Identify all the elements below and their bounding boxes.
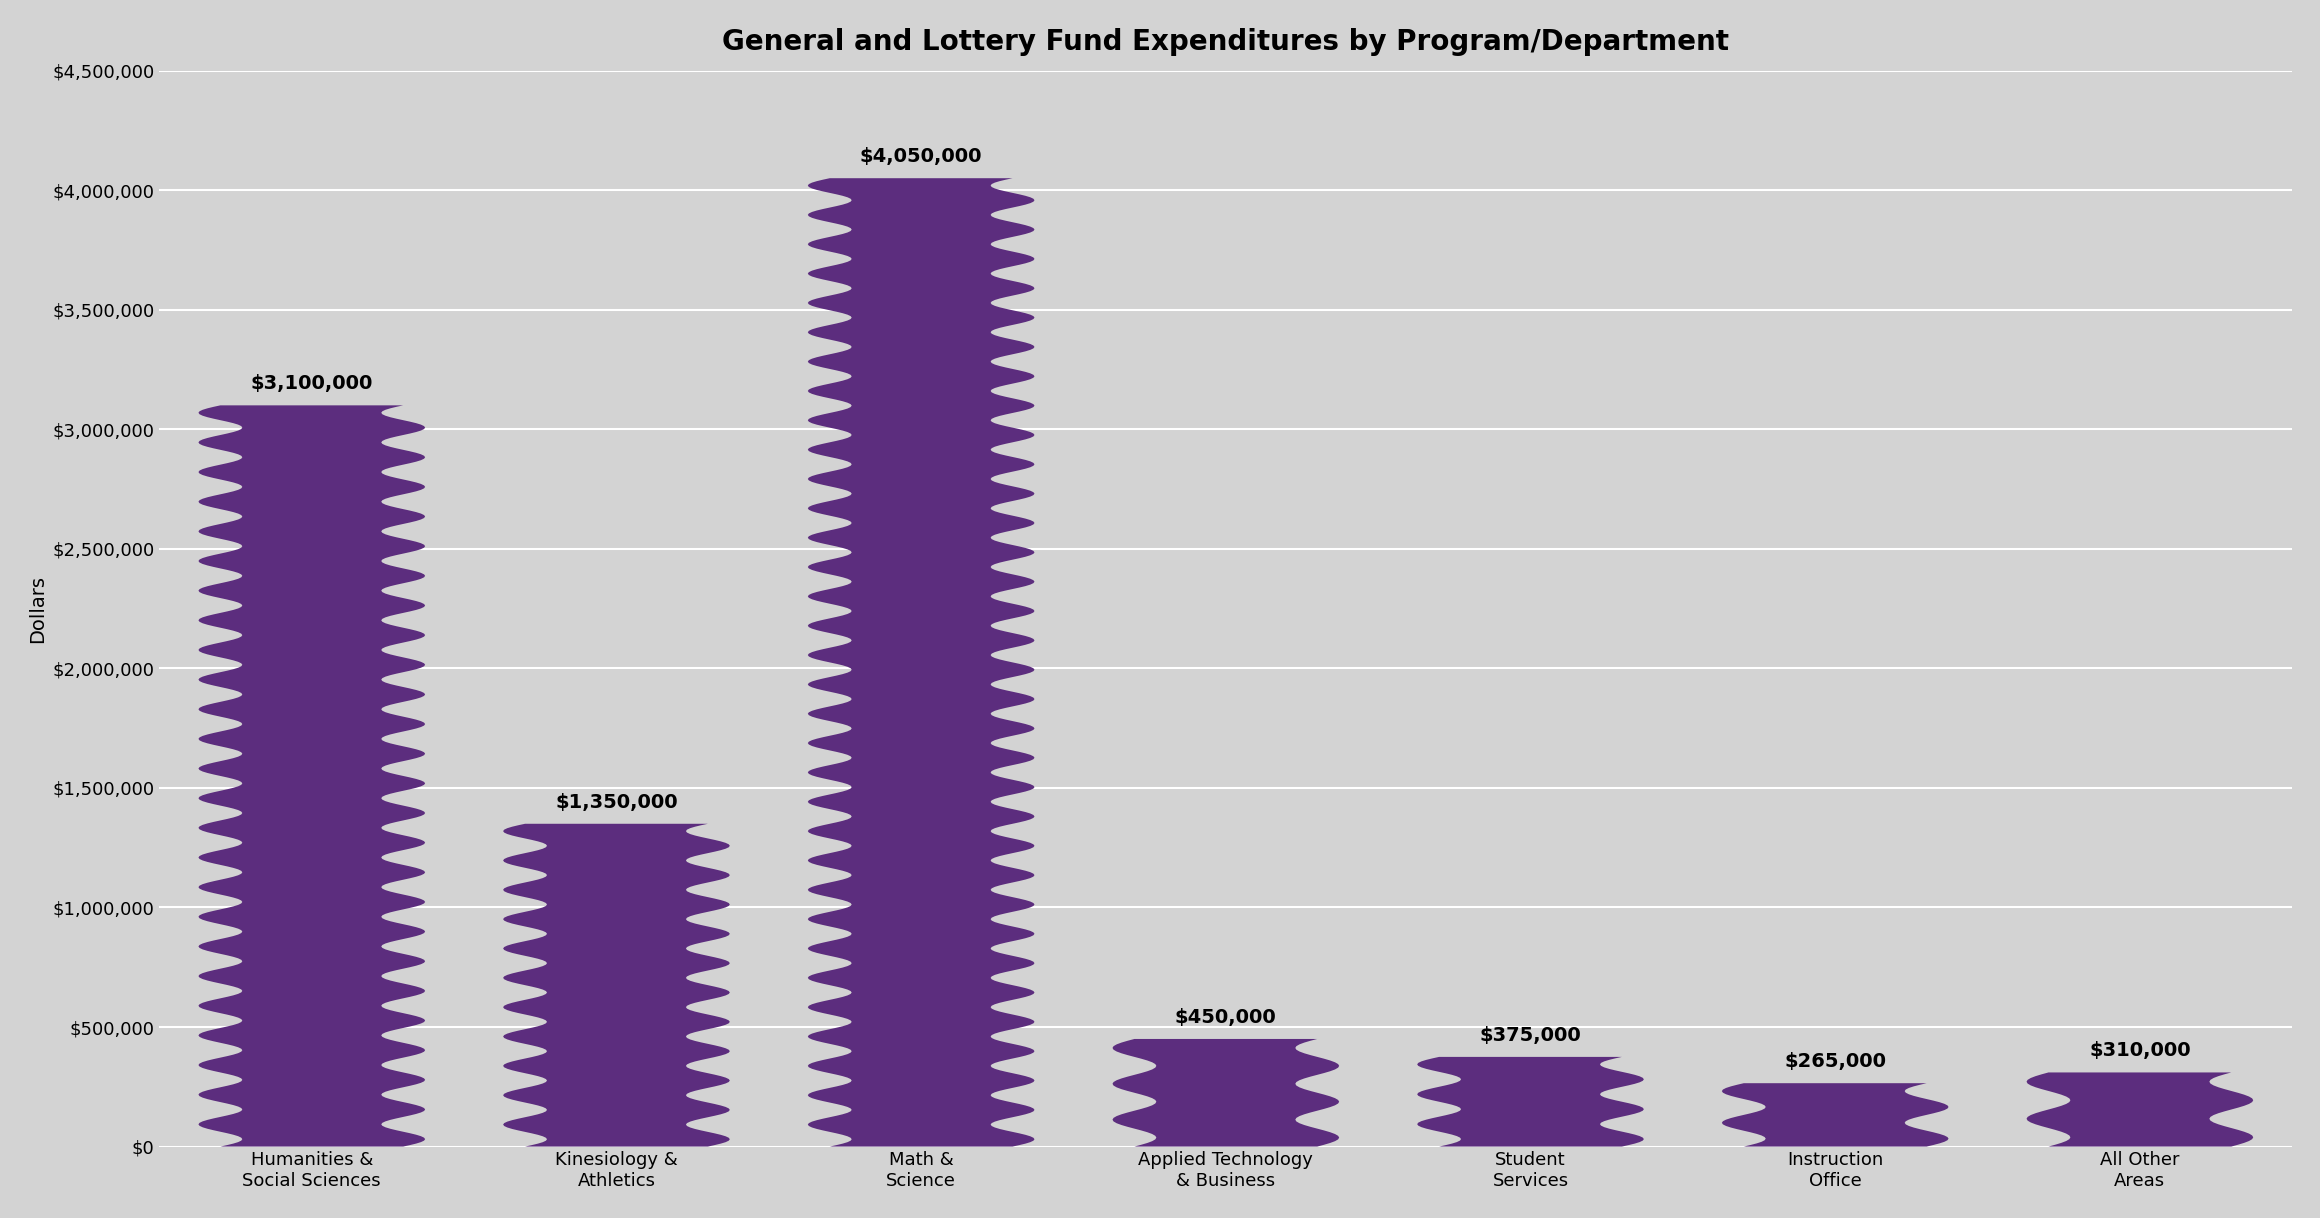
Polygon shape: [1418, 1057, 1645, 1146]
Polygon shape: [1721, 1083, 1949, 1146]
Text: $450,000: $450,000: [1174, 1009, 1276, 1027]
Text: $1,350,000: $1,350,000: [554, 793, 677, 812]
Text: $3,100,000: $3,100,000: [251, 374, 374, 393]
Text: $265,000: $265,000: [1784, 1052, 1886, 1072]
Polygon shape: [1114, 1039, 1339, 1146]
Polygon shape: [2028, 1072, 2253, 1146]
Text: $4,050,000: $4,050,000: [861, 147, 981, 166]
Title: General and Lottery Fund Expenditures by Program/Department: General and Lottery Fund Expenditures by…: [722, 28, 1728, 56]
Y-axis label: Dollars: Dollars: [28, 575, 46, 643]
Polygon shape: [503, 823, 731, 1146]
Polygon shape: [200, 406, 425, 1146]
Text: $375,000: $375,000: [1480, 1026, 1582, 1045]
Polygon shape: [807, 178, 1035, 1146]
Text: $310,000: $310,000: [2088, 1041, 2190, 1061]
